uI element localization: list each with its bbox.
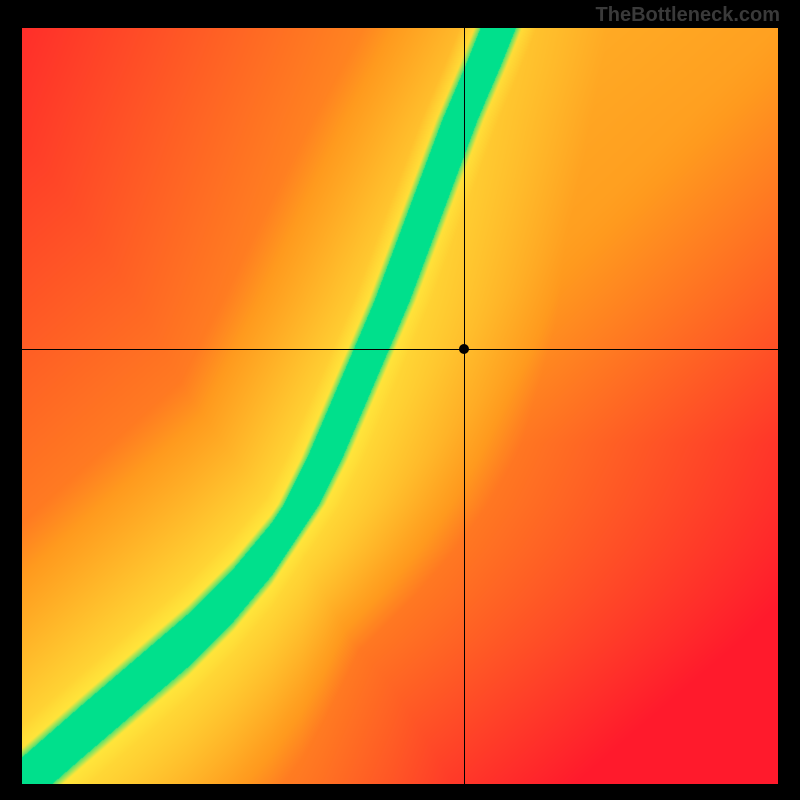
watermark-text: TheBottleneck.com	[596, 4, 780, 27]
chart-container: TheBottleneck.com	[0, 0, 800, 800]
plot-area	[22, 28, 778, 784]
crosshair-vertical	[464, 28, 465, 784]
selection-marker	[459, 344, 469, 354]
crosshair-horizontal	[22, 349, 778, 350]
heatmap-canvas	[22, 28, 778, 784]
